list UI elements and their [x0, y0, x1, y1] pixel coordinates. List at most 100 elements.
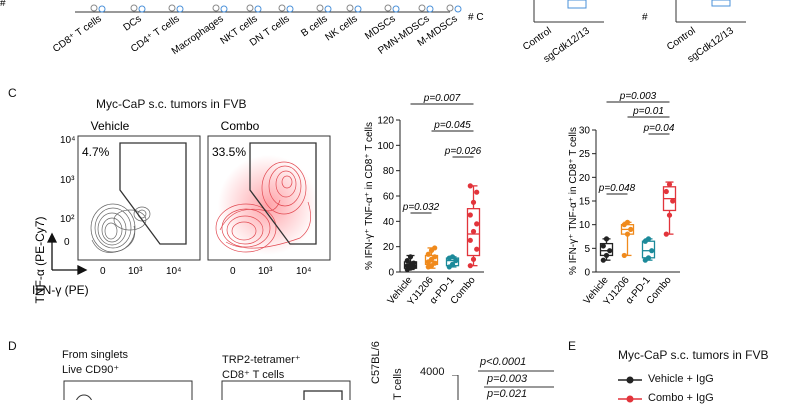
data-point — [663, 188, 669, 195]
strip-dot — [426, 5, 434, 13]
vehicle-plot-frame — [77, 135, 201, 261]
strip-dot — [246, 4, 254, 12]
gate2-gate — [303, 390, 343, 400]
combo-header: Combo — [221, 119, 260, 133]
strip-dot — [446, 4, 454, 12]
y-tick-label: 40 — [383, 217, 395, 228]
y-tick-label: 15 — [579, 197, 591, 208]
strip-dot — [354, 5, 362, 13]
y-tick-label: 80 — [383, 166, 395, 177]
strip-cell-label: CD8⁺ T cells — [51, 13, 104, 54]
flow-x-tick-vehicle-1e3: 10³ — [128, 266, 143, 277]
vehicle-header: Vehicle — [91, 119, 130, 133]
gate2-plot-frame — [221, 380, 351, 400]
flow-y-axis-label: TNF-α (PE-Cy7) — [33, 217, 47, 304]
data-point — [411, 260, 417, 266]
data-point — [432, 254, 438, 260]
strip-dot — [316, 4, 324, 12]
strip-cell-label: NK cells — [323, 13, 359, 43]
data-point — [470, 256, 477, 262]
flow-cytometry-plots: Vehicle Combo 4.7% 33.5% 10⁴ 10³ 10² 0 — [32, 119, 331, 304]
panel-d-y-tick: 4000 — [420, 366, 445, 378]
strip-dot — [384, 4, 392, 12]
pvalue-label: p=0.04 — [643, 123, 675, 134]
data-point — [470, 228, 477, 235]
y-tick-label: 0 — [584, 268, 590, 279]
data-point — [666, 212, 673, 218]
panel-d-bracket — [478, 370, 554, 388]
strip-dot — [324, 5, 332, 13]
data-point — [628, 226, 634, 232]
y-tick-label: 100 — [377, 141, 394, 152]
flow-x-tick-combo-0: 0 — [230, 266, 236, 277]
boxplot-mycap: 0 20 40 60 80 100 120% IFN-γ⁺ TNF-α⁺ in CD8⁺ T… — [364, 93, 484, 308]
strip-edge-glyph-2: # C — [468, 12, 484, 23]
y-tick-label: 30 — [579, 126, 591, 137]
data-point — [603, 236, 610, 242]
pvalue-label: p=0.048 — [598, 183, 636, 194]
axis-arrows-icon — [46, 232, 88, 276]
gate1-line2: Live CD90⁺ — [62, 364, 120, 376]
panel-d-pvalue-3: p=0.021 — [487, 388, 528, 400]
strip-dot — [346, 4, 354, 12]
strip-dot — [278, 4, 286, 12]
legend-item-combo: Combo + IgG — [618, 389, 714, 408]
y-tick-label: 120 — [377, 116, 394, 127]
data-point — [474, 246, 480, 252]
data-point — [624, 231, 631, 237]
y-tick-label: 20 — [383, 242, 395, 253]
legend-combo-label: Combo + IgG — [648, 392, 714, 404]
strip-dot — [220, 5, 228, 13]
combo-density-glow — [218, 155, 318, 255]
strip-dot — [418, 4, 426, 12]
pvalue-label: p=0.007 — [423, 93, 461, 104]
strip-edge-glyph: # — [0, 0, 6, 9]
flow-x-axis-label: IFN-γ (PE) — [32, 283, 89, 297]
flow-x-tick-combo-1e3: 10³ — [258, 266, 273, 277]
combo-gate-percent: 33.5% — [212, 145, 246, 159]
strip-dot — [454, 5, 462, 13]
data-point — [474, 221, 480, 227]
combo-plot-frame — [207, 135, 331, 261]
panel-d-letter: D — [8, 339, 17, 353]
y-tick-label: 25 — [579, 149, 591, 160]
data-point — [649, 248, 655, 254]
panel-d-graphics — [63, 375, 459, 400]
y-axis-label: % IFN-γ⁺ TNF-α⁺ in CD8⁺ T cells — [364, 122, 375, 270]
flow-y-tick-1e3: 10³ — [60, 175, 75, 186]
data-point — [449, 254, 456, 260]
pvalue-label: p=0.032 — [402, 202, 440, 213]
data-point — [449, 261, 456, 267]
strip-dot — [90, 4, 98, 12]
strip-dot — [130, 4, 138, 12]
data-point — [404, 258, 410, 264]
panel-e-legend: Vehicle + IgG Combo + IgG — [618, 370, 714, 408]
strip-dot — [138, 5, 146, 13]
boxplot-b16: 0 5 10 15 20 25 30% IFN-γ⁺ TNF-α⁺ in CD8⁺ T ce… — [560, 91, 680, 308]
outer-side-label: B16-F10 s.c. tumors in C57BL/6 — [560, 133, 561, 290]
data-point — [467, 212, 473, 218]
strip-dot — [168, 4, 176, 12]
pvalue-label: p=0.045 — [433, 120, 471, 131]
panel-d-pvalue-1: p<0.0001 — [480, 356, 527, 368]
data-point — [607, 248, 613, 254]
panel-d-y-label: T cells — [392, 368, 404, 400]
pvalue-label: p=0.003 — [619, 91, 657, 102]
data-point — [645, 255, 652, 261]
y-tick-label: 10 — [579, 220, 591, 231]
small-plot-2-box — [711, 0, 731, 7]
small-plot-1-box — [567, 0, 587, 9]
strip-dot — [176, 5, 184, 13]
data-point — [407, 254, 414, 260]
data-point — [603, 252, 610, 259]
strip-dot — [212, 4, 220, 12]
data-point — [666, 181, 673, 188]
vehicle-gate — [119, 142, 187, 245]
y-tick-label: 60 — [383, 192, 395, 203]
panel-c-letter: C — [8, 86, 17, 100]
strip-dot — [286, 5, 294, 13]
panel-c-title: Myc-CaP s.c. tumors in FVB — [96, 97, 247, 111]
pvalue-label: p=0.01 — [632, 106, 664, 117]
flow-x-tick-vehicle-0: 0 — [100, 266, 106, 277]
data-point — [467, 183, 473, 189]
